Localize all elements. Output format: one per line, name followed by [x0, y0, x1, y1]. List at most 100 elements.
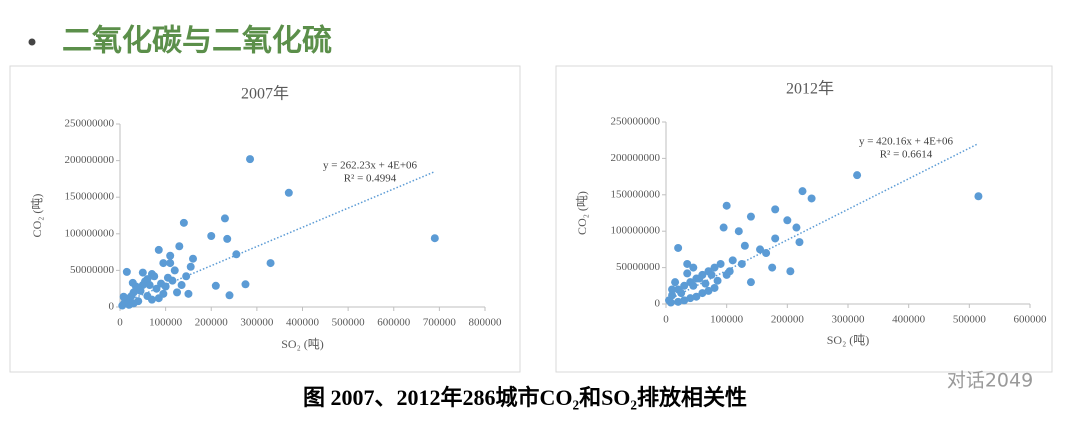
point: [186, 262, 195, 271]
y-tick-label: 250000000: [65, 118, 115, 130]
point: [807, 194, 816, 203]
x-tick-label: 300000: [832, 314, 866, 326]
x-tick-label: 200000: [195, 317, 229, 329]
point: [719, 223, 728, 232]
point: [119, 292, 128, 301]
point: [145, 281, 154, 290]
chart-frame: [555, 65, 1053, 373]
point: [225, 291, 234, 300]
point: [179, 218, 188, 227]
point: [150, 272, 159, 281]
x-tick-label: 300000: [240, 317, 274, 329]
y-tick-label: 200000000: [611, 152, 661, 164]
point: [207, 231, 216, 240]
x-tick-label: 100000: [710, 314, 744, 326]
y-tick-label: 0: [109, 301, 115, 313]
point: [184, 289, 193, 298]
point: [740, 241, 749, 250]
point: [170, 266, 179, 275]
x-axis-label: SO₂ (吨): [281, 337, 324, 351]
point: [430, 234, 439, 243]
point: [266, 259, 275, 268]
point: [241, 280, 250, 289]
point: [666, 298, 675, 307]
point: [689, 263, 698, 272]
point: [671, 278, 680, 287]
chart-title: 2012年: [786, 80, 834, 98]
x-axis-label: SO₂ (吨): [827, 333, 870, 347]
point: [698, 289, 707, 298]
point: [768, 263, 777, 272]
point: [771, 234, 780, 243]
point: [122, 267, 131, 276]
point: [674, 243, 683, 252]
point: [136, 286, 145, 295]
point: [166, 251, 175, 260]
point: [189, 254, 197, 263]
point: [220, 214, 229, 223]
chart-frame: [9, 65, 521, 373]
point: [154, 245, 163, 254]
point: [689, 281, 698, 290]
point: [762, 249, 771, 258]
trendline-equation: y = 262.23x + 4E+06: [323, 160, 418, 172]
y-axis-label: CO₂ (吨): [30, 194, 44, 238]
y-tick-label: 0: [655, 298, 661, 310]
point: [771, 205, 780, 214]
x-tick-label: 500000: [332, 317, 366, 329]
point: [786, 267, 795, 276]
point: [159, 289, 168, 298]
y-tick-label: 100000000: [611, 225, 661, 237]
x-tick-label: 400000: [892, 314, 926, 326]
x-tick-label: 600000: [377, 317, 411, 329]
y-tick-label: 200000000: [65, 154, 115, 166]
point: [746, 278, 755, 287]
point: [792, 223, 801, 232]
bullet: [28, 38, 36, 46]
x-tick-label: 400000: [286, 317, 320, 329]
chart-title: 2007年: [241, 85, 289, 103]
point: [182, 272, 191, 281]
point: [798, 187, 807, 196]
point: [668, 285, 677, 294]
point: [232, 250, 241, 259]
point: [175, 242, 184, 251]
point: [246, 155, 255, 164]
x-tick-label: 500000: [953, 314, 987, 326]
point: [166, 259, 175, 268]
point: [795, 238, 804, 247]
caption: 图 2007、2012年286城市CO₂和SO₂排放相关性: [303, 385, 747, 410]
point: [173, 288, 182, 297]
x-tick-label: 600000: [1014, 314, 1048, 326]
point: [159, 259, 168, 268]
point: [680, 281, 689, 290]
y-tick-label: 100000000: [65, 227, 115, 239]
point: [716, 259, 725, 268]
y-tick-label: 250000000: [611, 116, 661, 128]
point: [223, 234, 232, 243]
x-tick-label: 0: [117, 317, 123, 329]
point: [695, 274, 704, 283]
point: [177, 281, 186, 290]
point: [734, 227, 743, 236]
point: [783, 216, 792, 225]
y-tick-label: 150000000: [65, 191, 115, 203]
point: [683, 259, 692, 268]
trendline-equation: y = 420.16x + 4E+06: [859, 136, 954, 148]
point: [722, 270, 731, 279]
heading: 二氧化碳与二氧化硫: [62, 24, 332, 59]
point: [680, 296, 689, 305]
point: [674, 297, 683, 306]
x-tick-label: 0: [663, 314, 669, 326]
point: [692, 292, 701, 301]
point: [138, 268, 147, 277]
x-tick-label: 800000: [469, 317, 503, 329]
point: [704, 286, 713, 295]
point: [728, 256, 737, 265]
x-tick-label: 200000: [771, 314, 805, 326]
point: [722, 201, 731, 210]
point: [756, 245, 765, 254]
point: [128, 278, 137, 287]
point: [677, 289, 686, 298]
